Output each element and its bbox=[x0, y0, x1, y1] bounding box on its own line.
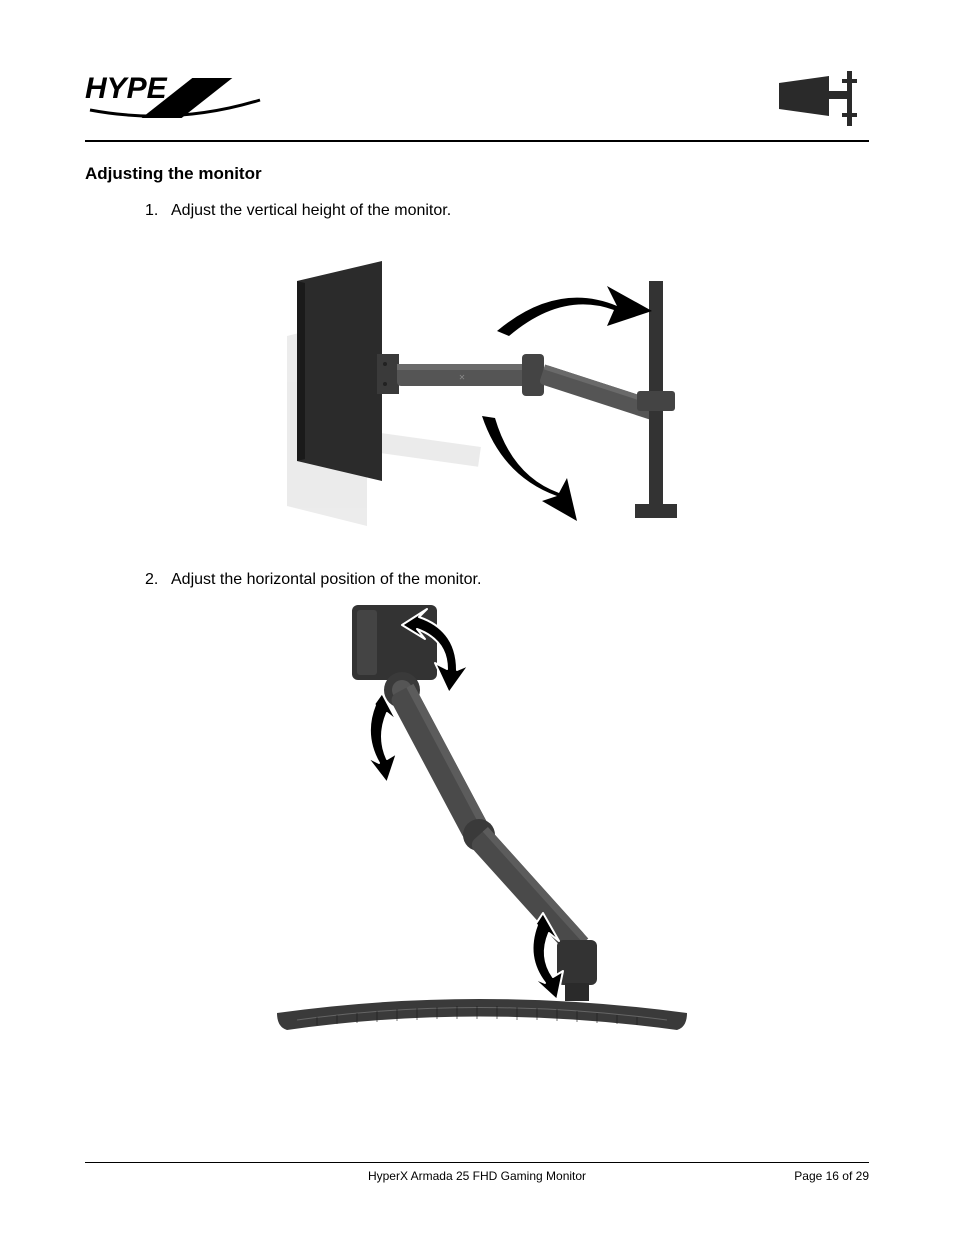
monitor-arm-icon bbox=[769, 71, 869, 126]
figure-vertical-adjust: ✕ bbox=[257, 226, 697, 551]
figure-horizontal-adjust bbox=[257, 595, 697, 1050]
step-number: 1. bbox=[145, 202, 171, 220]
section-title: Adjusting the monitor bbox=[85, 164, 869, 184]
svg-text:✕: ✕ bbox=[459, 373, 466, 382]
step-text: Adjust the vertical height of the monito… bbox=[171, 202, 451, 220]
svg-text:HYPE: HYPE bbox=[85, 72, 168, 105]
step-text: Adjust the horizontal position of the mo… bbox=[171, 571, 481, 589]
footer-title: HyperX Armada 25 FHD Gaming Monitor bbox=[85, 1169, 869, 1183]
step-number: 2. bbox=[145, 571, 171, 589]
step-2: 2. Adjust the horizontal position of the… bbox=[145, 571, 869, 589]
footer-page-number: Page 16 of 29 bbox=[794, 1169, 869, 1183]
hyperx-logo: HYPE bbox=[85, 68, 265, 128]
step-1: 1. Adjust the vertical height of the mon… bbox=[145, 202, 869, 220]
page-footer: HyperX Armada 25 FHD Gaming Monitor Page… bbox=[85, 1162, 869, 1187]
page-header: HYPE bbox=[85, 68, 869, 142]
